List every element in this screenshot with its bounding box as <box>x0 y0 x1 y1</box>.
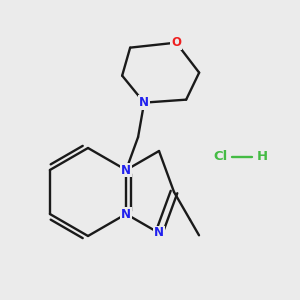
Text: H: H <box>256 151 268 164</box>
Text: O: O <box>171 36 181 49</box>
Text: N: N <box>121 208 131 220</box>
Text: Cl: Cl <box>213 151 227 164</box>
Text: N: N <box>121 164 131 176</box>
Text: N: N <box>139 96 149 109</box>
Text: N: N <box>154 226 164 239</box>
